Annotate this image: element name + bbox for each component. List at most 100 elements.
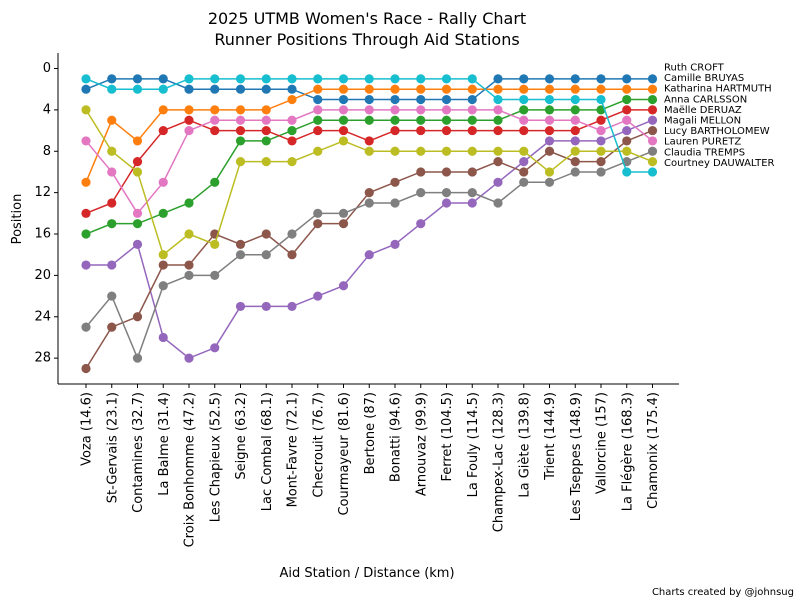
series-1-point-16 <box>493 84 503 94</box>
series-2-point-3 <box>158 208 168 218</box>
series-4-point-22 <box>647 115 658 125</box>
series-4-point-6 <box>235 301 246 312</box>
series-4-point-3 <box>158 332 168 343</box>
series-3-point-18 <box>544 125 555 136</box>
x-tick-label-15: La Fouly (114.5) <box>466 392 481 497</box>
series-0-point-10 <box>338 94 349 105</box>
series-2-point-18 <box>544 105 555 115</box>
series-6-point-16 <box>493 105 503 115</box>
series-0-point-20 <box>596 74 606 84</box>
series-0-point-12 <box>390 94 400 105</box>
series-3-point-3 <box>158 125 168 136</box>
series-4-point-0 <box>81 260 91 270</box>
series-9-point-13 <box>416 74 426 84</box>
x-tick-label-5: Les Chapieux (52.5) <box>208 392 223 522</box>
series-0-point-21 <box>622 74 632 84</box>
series-9-point-3 <box>158 84 168 94</box>
series-6-point-1 <box>107 167 117 177</box>
series-8-point-14 <box>441 146 452 156</box>
series-8-point-22 <box>647 157 658 167</box>
series-8-point-15 <box>467 146 477 156</box>
series-4-point-8 <box>287 301 297 312</box>
series-8-point-6 <box>235 157 246 167</box>
series-0-point-4 <box>184 84 194 94</box>
series-9-point-0 <box>81 74 91 84</box>
series-3-point-9 <box>313 125 323 136</box>
x-tick-label-16: Champex-Lac (128.3) <box>492 392 507 532</box>
series-8-point-9 <box>313 146 323 156</box>
series-5-point-21 <box>622 136 632 146</box>
series-6-point-13 <box>416 105 426 115</box>
series-9-point-15 <box>467 74 477 84</box>
chart-title: 2025 UTMB Women's Race - Rally Chart <box>208 9 526 28</box>
series-4-point-18 <box>544 136 555 146</box>
runner-label-2: Katharina HARTMUTH <box>664 84 772 95</box>
series-7-point-9 <box>313 208 323 218</box>
series-7-point-11 <box>364 198 374 208</box>
x-axis-label: Aid Station / Distance (km) <box>279 566 454 581</box>
series-3-point-22 <box>647 105 658 115</box>
series-2-point-11 <box>364 115 374 125</box>
series-4-point-11 <box>364 250 374 260</box>
series-4-point-17 <box>519 157 529 167</box>
series-3-point-7 <box>261 125 271 136</box>
series-2-point-5 <box>210 177 220 187</box>
x-tick-label-9: Checrouit (76.7) <box>311 392 326 498</box>
series-7-point-17 <box>519 177 529 187</box>
series-7-point-8 <box>287 229 297 239</box>
runner-label-0: Ruth CROFT <box>664 63 725 74</box>
series-5-point-14 <box>441 167 452 177</box>
series-3-point-19 <box>570 125 580 136</box>
series-0-point-16 <box>493 74 503 84</box>
chart-subtitle: Runner Positions Through Aid Stations <box>214 30 519 49</box>
series-1-point-6 <box>235 105 246 115</box>
series-7-point-20 <box>596 167 606 177</box>
series-3-point-6 <box>235 125 246 136</box>
series-1-point-8 <box>287 94 297 105</box>
series-6-point-11 <box>364 105 374 115</box>
x-tick-label-14: Ferret (104.5) <box>440 392 455 482</box>
series-3-point-8 <box>287 136 297 146</box>
series-1-point-2 <box>132 136 143 146</box>
series-6-point-21 <box>622 115 632 125</box>
series-7-point-10 <box>338 208 349 218</box>
series-9-point-4 <box>184 74 194 84</box>
series-5-point-2 <box>132 312 143 322</box>
series-0-point-18 <box>544 74 555 84</box>
series-4-point-1 <box>107 260 117 270</box>
x-tick-label-0: Voza (14.6) <box>80 392 95 466</box>
series-1-point-4 <box>184 105 194 115</box>
y-tick-label-4: 16 <box>34 227 51 242</box>
series-0-point-2 <box>132 74 143 84</box>
series-8-point-3 <box>158 250 168 260</box>
series-2-point-19 <box>570 105 580 115</box>
series-6-point-9 <box>313 105 323 115</box>
series-8-point-19 <box>570 146 580 156</box>
series-5-point-3 <box>158 260 168 270</box>
series-5-point-16 <box>493 157 503 167</box>
series-1-point-19 <box>570 84 580 94</box>
x-tick-label-8: Mont-Favre (72.1) <box>286 392 301 507</box>
series-7-point-2 <box>132 353 143 363</box>
series-5-point-22 <box>647 125 658 136</box>
series-2-point-0 <box>81 229 91 239</box>
series-9-point-16 <box>493 94 503 105</box>
series-1-point-13 <box>416 84 426 94</box>
series-4-point-14 <box>441 198 452 208</box>
series-4-point-10 <box>338 281 349 291</box>
series-3-point-20 <box>596 115 606 125</box>
series-7-point-3 <box>158 281 168 291</box>
series-4-point-13 <box>416 219 426 229</box>
series-4-point-2 <box>132 239 143 249</box>
runner-label-9: Courtney DAUWALTER <box>664 158 775 169</box>
runner-label-8: Claudia TREMPS <box>664 147 745 158</box>
series-5-point-13 <box>416 167 426 177</box>
series-6-point-5 <box>210 115 220 125</box>
series-7-point-22 <box>647 146 658 156</box>
series-6-point-6 <box>235 115 246 125</box>
series-2-point-7 <box>261 136 271 146</box>
series-0-point-7 <box>261 84 271 94</box>
series-6-point-4 <box>184 125 194 136</box>
runner-label-4: Maëlle DERUAZ <box>664 105 742 116</box>
